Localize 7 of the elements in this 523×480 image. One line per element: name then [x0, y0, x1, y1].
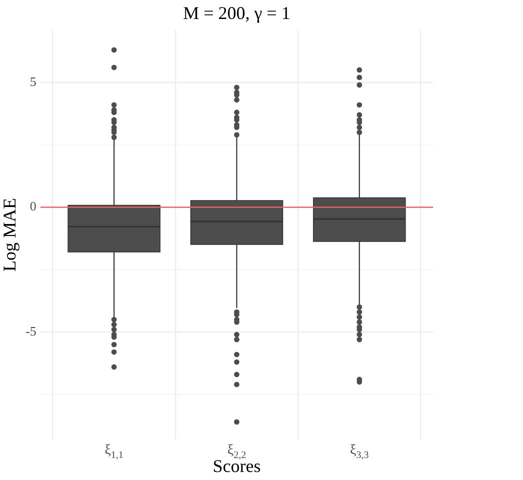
x-tick-label: ξ$_{3,3}$ — [350, 443, 369, 462]
x-tick-label: ξ$_{1,1}$ — [104, 443, 124, 462]
y-axis-title: Log MAE — [0, 198, 20, 272]
y-tick-label: 0 — [30, 198, 36, 214]
y-tick-label: -5 — [26, 323, 36, 338]
y-tick-label: 5 — [30, 74, 36, 89]
chart-title: M = 200, γ = 1 — [183, 3, 290, 23]
